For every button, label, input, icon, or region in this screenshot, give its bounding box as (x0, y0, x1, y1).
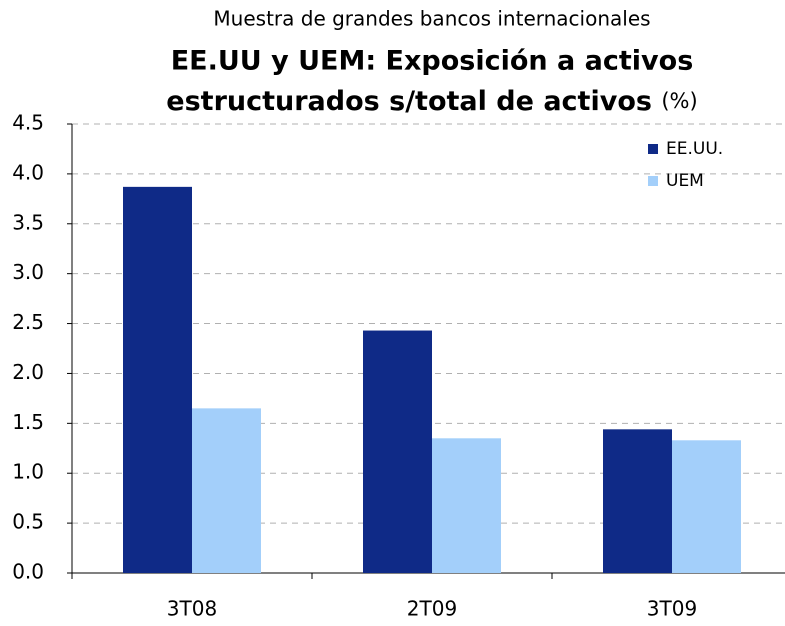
legend-swatch (648, 144, 658, 154)
x-tick-label: 3T08 (167, 597, 217, 621)
x-tick-label: 3T09 (647, 597, 697, 621)
y-tick-label: 0.0 (12, 560, 44, 584)
legend-label: EE.UU. (666, 139, 723, 159)
bar (603, 429, 672, 573)
y-tick-label: 1.5 (12, 410, 44, 434)
legend-swatch (648, 176, 658, 186)
chart-subtitle: Muestra de grandes bancos internacionale… (213, 7, 650, 31)
bar (363, 330, 432, 573)
chart-title: estructurados s/total de activos (%) (166, 86, 697, 117)
y-tick-label: 4.5 (12, 111, 44, 135)
y-tick-label: 2.5 (12, 310, 44, 334)
x-tick-label: 2T09 (407, 597, 457, 621)
y-tick-label: 0.5 (12, 510, 44, 534)
chart-title: estructurados s/total de activos (166, 86, 652, 117)
bar (192, 408, 261, 573)
y-tick-label: 4.0 (12, 160, 44, 184)
bar (123, 186, 192, 574)
bar (672, 440, 741, 573)
chart-title: EE.UU y UEM: Exposición a activos (171, 46, 694, 77)
y-tick-label: 3.5 (12, 210, 44, 234)
bar (432, 438, 501, 573)
y-tick-label: 2.0 (12, 360, 44, 384)
chart-unit: (%) (661, 89, 697, 113)
y-tick-label: 1.0 (12, 460, 44, 484)
legend-label: UEM (666, 171, 704, 191)
y-tick-label: 3.0 (12, 260, 44, 284)
